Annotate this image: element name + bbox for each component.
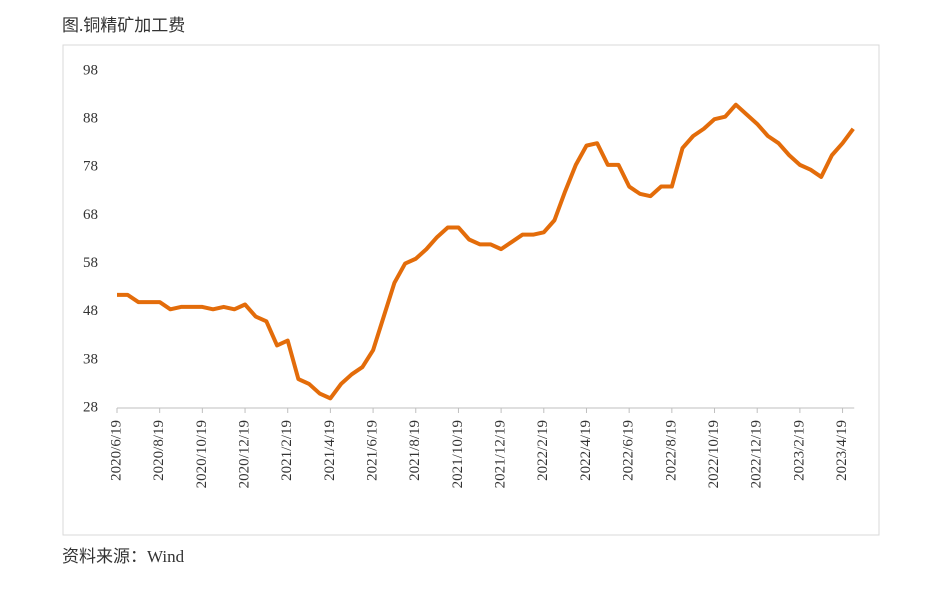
x-tick-label: 2022/10/19 xyxy=(706,420,722,488)
x-tick-label: 2021/2/19 xyxy=(279,420,295,481)
x-tick-label: 2021/12/19 xyxy=(493,420,509,488)
y-tick-label: 68 xyxy=(83,207,98,223)
x-tick-label: 2021/8/19 xyxy=(407,420,423,481)
x-tick-label: 2021/10/19 xyxy=(450,420,466,488)
y-tick-label: 48 xyxy=(83,303,98,319)
y-tick-label: 78 xyxy=(83,159,98,175)
x-tick-label: 2020/10/19 xyxy=(194,420,210,488)
x-tick-label: 2022/6/19 xyxy=(621,420,637,481)
x-tick-label: 2022/8/19 xyxy=(663,420,679,481)
y-tick-label: 38 xyxy=(83,351,98,367)
y-tick-label: 58 xyxy=(83,255,98,271)
y-tick-label: 88 xyxy=(83,111,98,127)
x-tick-label: 2023/4/19 xyxy=(834,420,850,481)
source-note: 资料来源：Wind xyxy=(62,547,185,566)
data-line xyxy=(117,102,855,401)
x-tick-label: 2022/4/19 xyxy=(578,420,594,481)
chart-frame xyxy=(62,44,880,536)
x-tick-label: 2022/12/19 xyxy=(749,420,765,488)
x-tick-label: 2020/8/19 xyxy=(151,420,167,481)
x-tick-label: 2020/6/19 xyxy=(108,420,124,481)
y-tick-label: 28 xyxy=(83,399,98,415)
chart-title: 图.铜精矿加工费 xyxy=(62,16,185,35)
x-tick-label: 2020/12/19 xyxy=(236,420,252,488)
x-tick-label: 2023/2/19 xyxy=(791,420,807,481)
y-tick-label: 98 xyxy=(83,62,98,78)
x-tick-label: 2021/6/19 xyxy=(365,420,381,481)
x-tick-label: 2021/4/19 xyxy=(322,420,338,481)
x-tick-label: 2022/2/19 xyxy=(535,420,551,481)
